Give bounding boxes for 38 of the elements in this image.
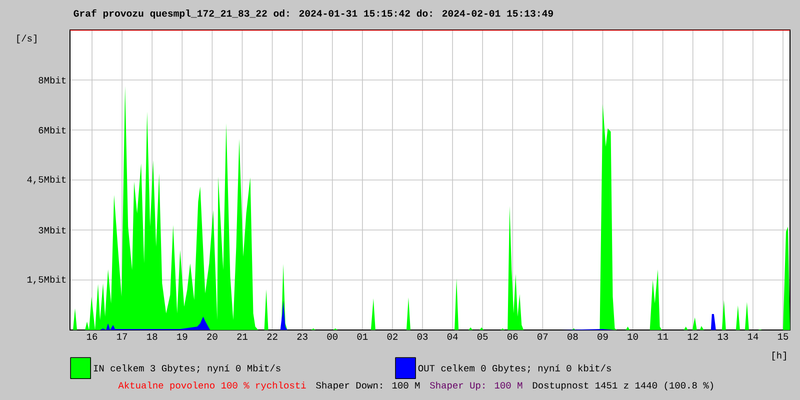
x-tick-label: 07	[538, 333, 548, 340]
x-tick-label: 08	[568, 333, 578, 340]
x-tick-label: 06	[508, 333, 518, 340]
x-tick-label: 11	[658, 333, 668, 340]
y-tick-label: 1,5Mbit	[27, 276, 66, 284]
x-tick-label: 03	[417, 333, 428, 340]
y-tick-label: 8Mbit	[38, 76, 66, 84]
x-axis-title: [h]	[772, 352, 786, 361]
x-tick-label: 04	[447, 333, 458, 340]
x-tick-label: 10	[628, 333, 638, 340]
text: Shaper Down: 100 M	[316, 382, 420, 390]
x-tick-label: 18	[147, 333, 158, 340]
legend-label: OUT celkem 0 Gbytes; nyní 0 kbit/s	[418, 364, 611, 374]
x-tick-label: 09	[598, 333, 608, 340]
x-tick-label: 13	[718, 333, 728, 340]
x-tick-label: 15	[778, 333, 788, 340]
text: Dostupnost 1451 z 1440 (100.8 %)	[532, 382, 713, 390]
x-tick-label: 19	[177, 333, 188, 340]
legend-label: IN celkem 3 Gbytes; nyní 0 Mbit/s	[94, 364, 280, 374]
x-tick-label: 23	[297, 333, 308, 340]
x-tick-label: 20	[207, 333, 218, 340]
text: Shaper Up: 100 M	[430, 382, 522, 390]
x-tick-label: 00	[327, 333, 338, 340]
x-tick-label: 21	[237, 333, 248, 340]
y-tick-label: 3Mbit	[38, 226, 66, 234]
x-tick-label: 05	[477, 333, 488, 340]
y-axis-title: [/s]	[17, 34, 36, 44]
x-tick-label: 02	[387, 333, 398, 340]
x-tick-label: 17	[117, 333, 128, 340]
y-tick-label: 4,5Mbit	[27, 176, 66, 184]
x-tick-label: 16	[87, 333, 98, 340]
chart-title: Graf provozu quesmpl_172_21_83_22 od: 2024-01-31 15:15:42 do: 2024-02-01 15:13:49	[74, 9, 553, 19]
x-tick-label: 22	[267, 333, 278, 340]
x-tick-label: 12	[688, 333, 698, 340]
x-tick-label: 14	[748, 333, 758, 340]
y-tick-label: 6Mbit	[38, 126, 66, 134]
x-tick-label: 01	[357, 333, 368, 340]
text: Aktualne povoleno 100 % rychlosti	[118, 382, 306, 390]
